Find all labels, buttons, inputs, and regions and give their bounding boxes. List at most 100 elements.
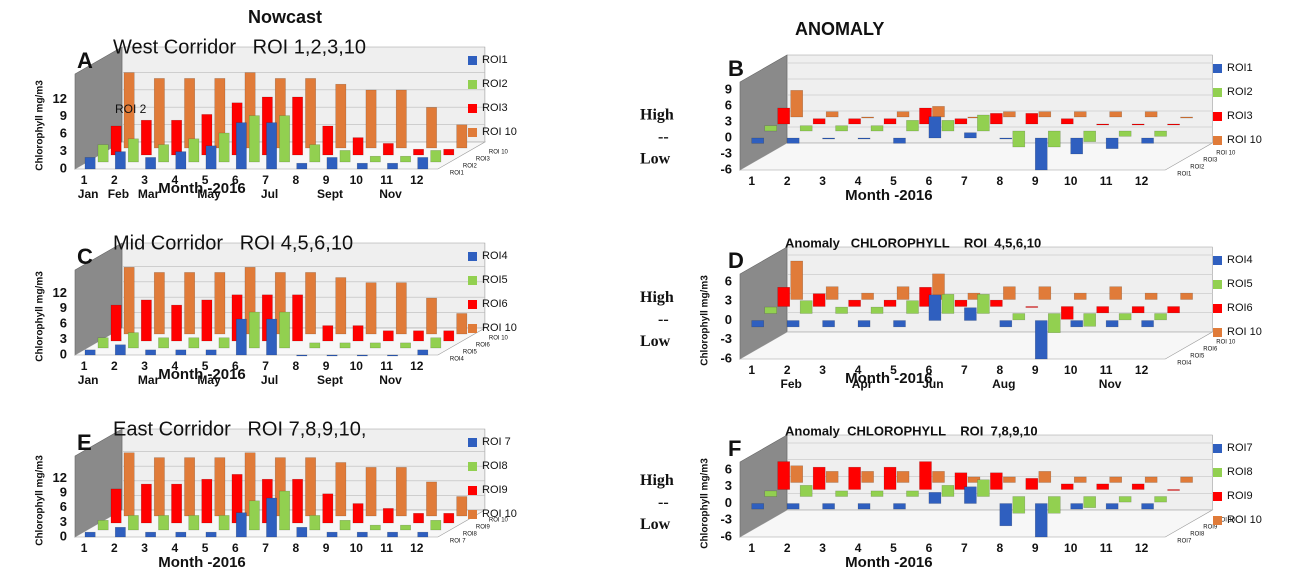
bar <box>1131 306 1145 314</box>
legend-label: ROI 10 <box>1227 134 1262 146</box>
bar <box>369 342 381 349</box>
x-tick-label: 8 <box>292 541 299 555</box>
x-tick-label: 10 <box>1064 541 1078 555</box>
bar <box>1096 123 1109 126</box>
annotation: ROI 2 <box>115 102 147 116</box>
annotation: Low <box>640 151 671 168</box>
y-tick-label: 3 <box>60 143 67 158</box>
y-tick-label: 0 <box>725 129 732 144</box>
bar <box>1118 496 1132 503</box>
bar <box>387 162 398 170</box>
bar <box>201 478 213 524</box>
bar <box>158 515 169 531</box>
bar <box>1034 137 1048 171</box>
bar <box>977 479 990 497</box>
bar <box>1154 496 1167 503</box>
month-label: May <box>197 187 221 201</box>
bar <box>964 486 977 504</box>
bar <box>305 457 316 517</box>
legend-swatch <box>1213 88 1222 97</box>
bar <box>205 145 217 170</box>
bar <box>1180 116 1193 119</box>
bar <box>848 299 861 307</box>
legend-swatch <box>1213 112 1222 121</box>
bar <box>184 457 195 517</box>
x-tick-label: 1 <box>81 173 88 187</box>
y-tick-label: 3 <box>60 514 67 529</box>
bar <box>171 304 182 342</box>
bar <box>964 307 977 321</box>
bar <box>279 490 290 531</box>
x-tick-label: 4 <box>855 541 862 555</box>
y-tick-label: 12 <box>53 285 67 300</box>
bar <box>114 151 126 170</box>
bar <box>1034 320 1048 360</box>
legend-label: ROI4 <box>482 250 508 262</box>
month-label: Jul <box>261 373 278 387</box>
legend-swatch <box>468 56 477 65</box>
bar <box>1105 137 1119 149</box>
bar <box>812 466 826 490</box>
bar <box>1083 313 1096 327</box>
chart-title: Anomaly CHLOROPHYLL ROI 4,5,6,10 <box>785 235 1041 250</box>
annotation: High <box>640 472 674 489</box>
bar <box>857 320 871 328</box>
bar <box>292 96 303 156</box>
bar <box>764 306 777 314</box>
x-tick-label: 8 <box>996 541 1003 555</box>
x-tick-label: 1 <box>748 363 755 377</box>
bar <box>812 293 826 307</box>
depth-label: ROI9 <box>1203 525 1218 531</box>
bar <box>205 531 217 538</box>
bar <box>825 471 839 483</box>
y-tick-label: 6 <box>60 316 67 331</box>
x-tick-label: 5 <box>890 541 897 555</box>
bar <box>1038 111 1052 118</box>
bar <box>430 520 442 531</box>
bar <box>292 478 303 524</box>
bar <box>999 137 1013 140</box>
x-axis-title: Month -2016 <box>158 366 246 383</box>
bar <box>835 306 848 314</box>
y-axis-title: Chlorophyll mg/m3 <box>700 458 711 549</box>
bar <box>861 471 874 483</box>
month-label: Mar <box>138 373 160 387</box>
x-tick-label: 7 <box>961 174 968 188</box>
bar <box>883 118 897 125</box>
bar <box>326 157 338 170</box>
legend-swatch <box>1213 516 1222 525</box>
bar <box>114 344 126 356</box>
bar <box>786 320 800 328</box>
x-tick-label: 6 <box>926 174 933 188</box>
bar <box>857 137 871 140</box>
month-label: Jun <box>922 377 943 391</box>
bar <box>941 485 955 497</box>
bar <box>1083 496 1096 508</box>
bar <box>296 354 308 357</box>
legend-label: ROI2 <box>482 78 508 90</box>
x-tick-label: 8 <box>996 174 1003 188</box>
x-tick-label: 11 <box>1100 174 1113 188</box>
bar <box>235 318 247 356</box>
bar <box>1003 476 1016 483</box>
panel-letter: C <box>77 244 93 269</box>
bar <box>218 337 230 349</box>
legend-swatch <box>1213 492 1222 501</box>
bar <box>822 137 835 140</box>
bar <box>1060 118 1074 125</box>
bar <box>893 503 906 510</box>
depth-label: ROI9 <box>476 525 491 531</box>
y-tick-label: -3 <box>720 331 732 346</box>
legend-label: ROI 10 <box>482 322 517 334</box>
bar <box>751 320 764 328</box>
legend-label: ROI3 <box>1227 110 1253 122</box>
month-label: Apr <box>852 377 873 391</box>
y-tick-label: 0 <box>60 346 67 361</box>
x-tick-label: 12 <box>410 173 424 187</box>
x-tick-label: 5 <box>202 359 209 373</box>
x-tick-label: 11 <box>380 359 393 373</box>
bar <box>964 132 977 139</box>
month-label: Mar <box>138 187 160 201</box>
bar <box>153 457 165 517</box>
bar <box>790 90 803 118</box>
